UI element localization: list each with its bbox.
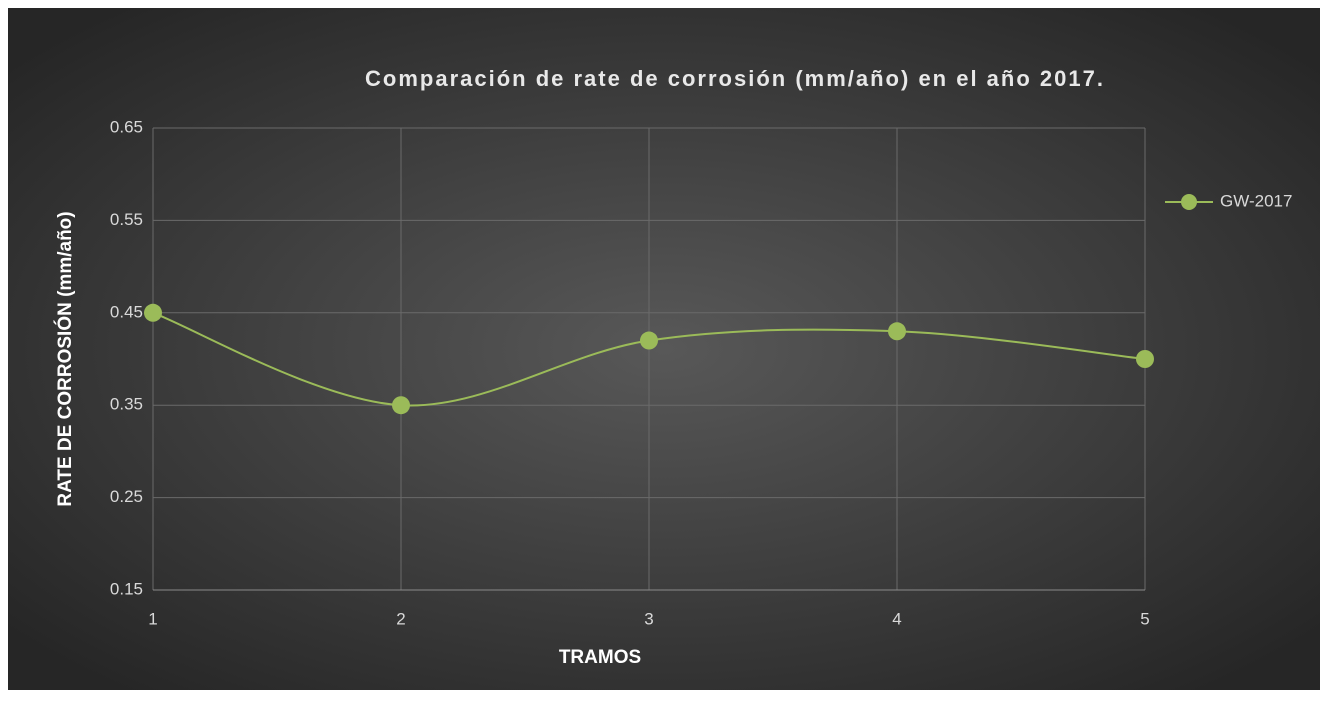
x-axis-label: TRAMOS [559, 647, 641, 668]
y-tick-label: 0.15 [110, 579, 143, 598]
x-tick-label: 1 [148, 609, 157, 628]
legend-marker [1181, 194, 1197, 210]
y-tick-label: 0.65 [110, 117, 143, 136]
x-tick-label: 5 [1140, 609, 1149, 628]
x-tick-label: 4 [892, 609, 901, 628]
y-tick-label: 0.45 [110, 302, 143, 321]
data-point [1136, 350, 1154, 368]
y-tick-label: 0.25 [110, 487, 143, 506]
chart-title: Comparación de rate de corrosión (mm/año… [365, 66, 1105, 91]
y-axis-label: RATE DE CORROSIÓN (mm/año) [54, 211, 76, 506]
y-tick-label: 0.35 [110, 395, 143, 414]
data-point [144, 303, 162, 322]
data-point [888, 322, 906, 341]
x-tick-label: 2 [396, 609, 405, 628]
legend-label: GW-2017 [1220, 191, 1292, 210]
chart-background [8, 8, 1320, 690]
data-point [392, 396, 410, 415]
x-tick-label: 3 [644, 609, 653, 628]
y-tick-label: 0.55 [110, 210, 143, 229]
data-point [640, 331, 658, 350]
